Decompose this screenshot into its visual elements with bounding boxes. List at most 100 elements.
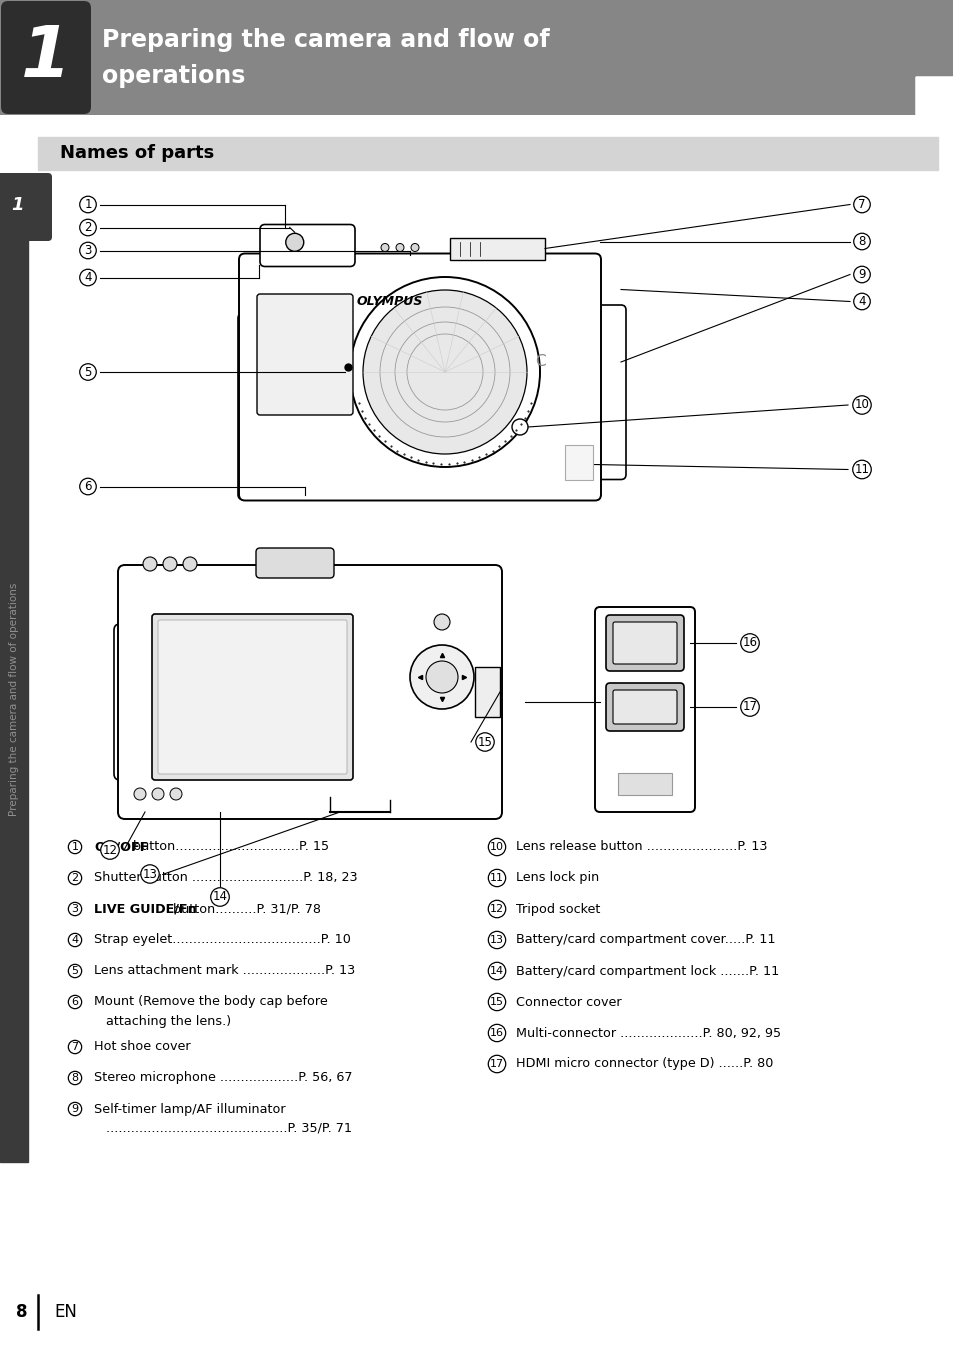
- Text: 1: 1: [84, 198, 91, 210]
- Text: ON/OFF: ON/OFF: [94, 840, 149, 854]
- Bar: [618, 773, 671, 795]
- Circle shape: [133, 788, 146, 801]
- Text: ............................................P. 35/P. 71: ........................................…: [106, 1121, 352, 1134]
- Text: 9: 9: [858, 267, 864, 281]
- Text: Hot shoe cover: Hot shoe cover: [94, 1041, 191, 1053]
- Text: 10: 10: [490, 841, 503, 852]
- Text: 6: 6: [71, 997, 78, 1007]
- FancyBboxPatch shape: [578, 305, 625, 479]
- Text: Strap eyelet....................................P. 10: Strap eyelet............................…: [94, 934, 351, 946]
- Text: button..........P. 31/P. 78: button..........P. 31/P. 78: [170, 902, 321, 916]
- Text: Names of parts: Names of parts: [60, 144, 214, 163]
- Text: 1: 1: [71, 841, 78, 852]
- Text: Battery/card compartment lock .......P. 11: Battery/card compartment lock .......P. …: [516, 965, 779, 977]
- Text: 15: 15: [490, 997, 503, 1007]
- Circle shape: [163, 556, 177, 571]
- Text: EN: EN: [54, 1303, 77, 1320]
- Circle shape: [350, 277, 539, 467]
- Text: 4: 4: [84, 271, 91, 284]
- Circle shape: [411, 243, 418, 251]
- Text: C: C: [534, 354, 545, 369]
- FancyBboxPatch shape: [1, 1, 91, 114]
- Text: 9: 9: [71, 1105, 78, 1114]
- FancyBboxPatch shape: [256, 294, 353, 415]
- Text: 14: 14: [490, 966, 503, 976]
- FancyBboxPatch shape: [605, 683, 683, 731]
- Text: 7: 7: [71, 1042, 78, 1052]
- Bar: [475, 668, 499, 716]
- Text: operations: operations: [102, 64, 245, 87]
- Text: 14: 14: [213, 890, 227, 904]
- Circle shape: [286, 233, 303, 251]
- Text: 4: 4: [858, 294, 864, 308]
- FancyBboxPatch shape: [118, 565, 501, 820]
- Circle shape: [183, 556, 196, 571]
- FancyBboxPatch shape: [595, 607, 695, 811]
- FancyBboxPatch shape: [113, 624, 161, 780]
- Text: 13: 13: [142, 867, 157, 881]
- Text: 8: 8: [16, 1303, 28, 1320]
- Text: 12: 12: [490, 904, 503, 915]
- Bar: [450, 237, 544, 259]
- Circle shape: [170, 788, 182, 801]
- Circle shape: [143, 556, 157, 571]
- Text: button..............................P. 15: button..............................P. 1…: [129, 840, 329, 854]
- Text: 8: 8: [71, 1073, 78, 1083]
- FancyBboxPatch shape: [613, 689, 677, 725]
- Text: 17: 17: [741, 700, 757, 714]
- Bar: [0, 176, 28, 1162]
- Circle shape: [434, 613, 450, 630]
- Circle shape: [410, 645, 474, 708]
- Text: 13: 13: [490, 935, 503, 944]
- Text: Preparing the camera and flow of operations: Preparing the camera and flow of operati…: [9, 582, 19, 816]
- Circle shape: [395, 243, 403, 251]
- Circle shape: [152, 788, 164, 801]
- Text: 5: 5: [71, 966, 78, 976]
- Text: Mount (Remove the body cap before: Mount (Remove the body cap before: [94, 996, 328, 1008]
- Text: 8: 8: [858, 235, 864, 248]
- Text: 15: 15: [477, 735, 492, 749]
- Circle shape: [426, 661, 457, 693]
- Text: OLYMPUS: OLYMPUS: [356, 294, 423, 308]
- Text: 16: 16: [741, 636, 757, 650]
- Text: Lens release button ......................P. 13: Lens release button ....................…: [516, 840, 767, 854]
- FancyBboxPatch shape: [255, 548, 334, 578]
- Text: attaching the lens.): attaching the lens.): [106, 1015, 231, 1027]
- Text: 17: 17: [490, 1058, 503, 1069]
- FancyBboxPatch shape: [0, 172, 52, 242]
- Text: Battery/card compartment cover.....P. 11: Battery/card compartment cover.....P. 11: [516, 934, 775, 946]
- Text: Multi-connector ....................P. 80, 92, 95: Multi-connector ....................P. 8…: [516, 1026, 781, 1039]
- Text: Stereo microphone ...................P. 56, 67: Stereo microphone ...................P. …: [94, 1072, 352, 1084]
- Text: 11: 11: [854, 463, 868, 476]
- Text: 5: 5: [84, 365, 91, 379]
- FancyBboxPatch shape: [237, 313, 280, 499]
- Text: 10: 10: [854, 399, 868, 411]
- Text: Shutter button ...........................P. 18, 23: Shutter button .........................…: [94, 871, 357, 885]
- Text: Lens lock pin: Lens lock pin: [516, 871, 598, 885]
- Text: Tripod socket: Tripod socket: [516, 902, 599, 916]
- FancyBboxPatch shape: [0, 0, 953, 115]
- Bar: [38, 137, 937, 170]
- FancyBboxPatch shape: [260, 224, 355, 266]
- Text: Lens attachment mark ....................P. 13: Lens attachment mark ...................…: [94, 965, 355, 977]
- Text: 4: 4: [71, 935, 78, 944]
- Text: 16: 16: [490, 1029, 503, 1038]
- Text: 3: 3: [84, 244, 91, 256]
- Text: 1: 1: [10, 195, 23, 214]
- Text: 11: 11: [490, 873, 503, 883]
- Wedge shape: [915, 77, 953, 117]
- Text: HDMI micro connector (type D) ......P. 80: HDMI micro connector (type D) ......P. 8…: [516, 1057, 773, 1071]
- FancyBboxPatch shape: [158, 620, 347, 773]
- Circle shape: [512, 419, 527, 436]
- Circle shape: [363, 290, 526, 455]
- Text: 2: 2: [84, 221, 91, 233]
- Text: 12: 12: [102, 844, 117, 856]
- Text: Preparing the camera and flow of: Preparing the camera and flow of: [102, 27, 549, 52]
- Bar: [915, 77, 953, 115]
- FancyBboxPatch shape: [152, 613, 353, 780]
- Text: 6: 6: [84, 480, 91, 493]
- Text: 7: 7: [858, 198, 864, 210]
- Bar: [564, 445, 593, 479]
- FancyBboxPatch shape: [239, 254, 600, 501]
- Text: 1: 1: [21, 23, 71, 92]
